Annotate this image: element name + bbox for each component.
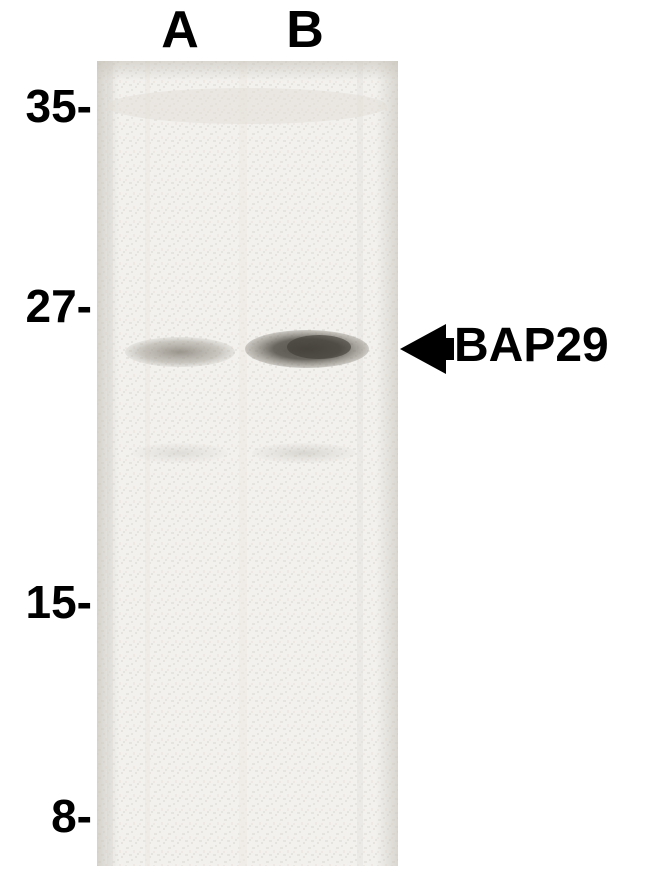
- marker-27: 27-: [0, 279, 92, 333]
- lane-label-a: A: [150, 0, 210, 60]
- blot-noise: [97, 61, 398, 866]
- target-label: BAP29: [454, 318, 609, 373]
- marker-35: 35-: [0, 79, 92, 133]
- marker-15: 15-: [0, 575, 92, 629]
- figure-canvas: A B 35- 27- 15- 8-: [0, 0, 650, 886]
- lane-label-b: B: [275, 0, 335, 60]
- target-arrow-icon: [398, 320, 456, 378]
- marker-8: 8-: [0, 789, 92, 843]
- blot-membrane: [97, 61, 398, 866]
